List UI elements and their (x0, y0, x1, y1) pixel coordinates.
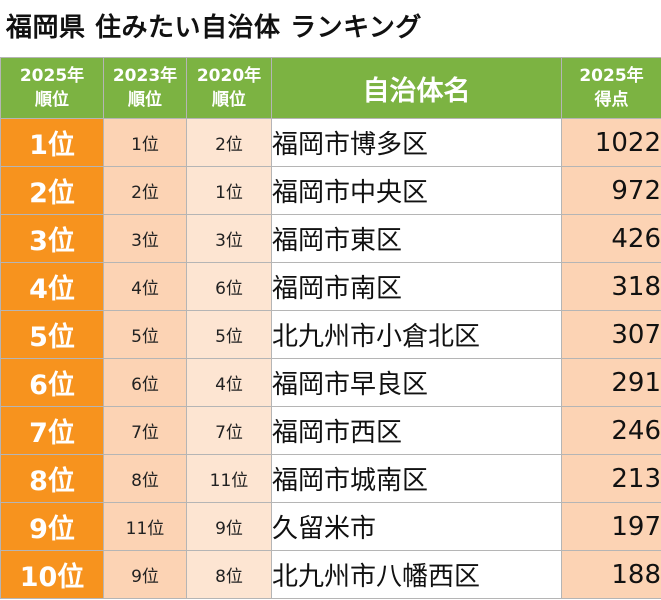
table-row: 3位 3位 3位 福岡市東区 426 (0, 214, 661, 263)
rank-2023-cell: 3位 (103, 214, 187, 263)
header-row: 2025年 順位 2023年 順位 2020年 順位 自治体名 2025年 得点 (0, 57, 661, 119)
score-cell: 188 (561, 550, 661, 599)
header-municipality-name: 自治体名 (271, 57, 562, 119)
rank-2023-cell: 9位 (103, 550, 187, 599)
rank-2020-cell: 2位 (186, 118, 272, 167)
municipality-name-cell: 福岡市南区 (271, 262, 562, 311)
rank-2020-cell: 4位 (186, 358, 272, 407)
score-cell: 1022 (561, 118, 661, 167)
table-row: 7位 7位 7位 福岡市西区 246 (0, 406, 661, 455)
rank-2020-cell: 7位 (186, 406, 272, 455)
rank-2023-cell: 5位 (103, 310, 187, 359)
rank-2023-cell: 7位 (103, 406, 187, 455)
table-row: 4位 4位 6位 福岡市南区 318 (0, 262, 661, 311)
ranking-table: 2025年 順位 2023年 順位 2020年 順位 自治体名 2025年 得点… (0, 57, 661, 599)
rank-2023-cell: 8位 (103, 454, 187, 503)
table-row: 9位 11位 9位 久留米市 197 (0, 502, 661, 551)
table-row: 10位 9位 8位 北九州市八幡西区 188 (0, 550, 661, 599)
municipality-name-cell: 北九州市八幡西区 (271, 550, 562, 599)
municipality-name-cell: 福岡市城南区 (271, 454, 562, 503)
rank-2025-cell: 8位 (0, 454, 104, 503)
score-cell: 318 (561, 262, 661, 311)
score-cell: 213 (561, 454, 661, 503)
page-title: 福岡県 住みたい自治体 ランキング (6, 13, 422, 43)
score-cell: 197 (561, 502, 661, 551)
rank-2023-cell: 11位 (103, 502, 187, 551)
header-score-2025: 2025年 得点 (561, 57, 661, 119)
score-cell: 426 (561, 214, 661, 263)
rank-2020-cell: 8位 (186, 550, 272, 599)
rank-2025-cell: 2位 (0, 166, 104, 215)
municipality-name-cell: 久留米市 (271, 502, 562, 551)
rank-2023-cell: 6位 (103, 358, 187, 407)
municipality-name-cell: 福岡市早良区 (271, 358, 562, 407)
rank-2025-cell: 4位 (0, 262, 104, 311)
rank-2023-cell: 1位 (103, 118, 187, 167)
rank-2023-cell: 4位 (103, 262, 187, 311)
rank-2025-cell: 9位 (0, 502, 104, 551)
table-row: 5位 5位 5位 北九州市小倉北区 307 (0, 310, 661, 359)
rank-2025-cell: 5位 (0, 310, 104, 359)
header-rank-2020: 2020年 順位 (186, 57, 272, 119)
table-row: 6位 6位 4位 福岡市早良区 291 (0, 358, 661, 407)
rank-2023-cell: 2位 (103, 166, 187, 215)
rank-2025-cell: 10位 (0, 550, 104, 599)
rank-2025-cell: 3位 (0, 214, 104, 263)
municipality-name-cell: 福岡市西区 (271, 406, 562, 455)
header-rank-2023: 2023年 順位 (103, 57, 187, 119)
score-cell: 246 (561, 406, 661, 455)
score-cell: 291 (561, 358, 661, 407)
municipality-name-cell: 福岡市東区 (271, 214, 562, 263)
rank-2025-cell: 7位 (0, 406, 104, 455)
table-row: 8位 8位 11位 福岡市城南区 213 (0, 454, 661, 503)
rank-2025-cell: 1位 (0, 118, 104, 167)
municipality-name-cell: 北九州市小倉北区 (271, 310, 562, 359)
rank-2020-cell: 5位 (186, 310, 272, 359)
rank-2020-cell: 9位 (186, 502, 272, 551)
municipality-name-cell: 福岡市博多区 (271, 118, 562, 167)
header-rank-2025: 2025年 順位 (0, 57, 104, 119)
municipality-name-cell: 福岡市中央区 (271, 166, 562, 215)
rank-2020-cell: 1位 (186, 166, 272, 215)
rank-2020-cell: 11位 (186, 454, 272, 503)
rank-2020-cell: 3位 (186, 214, 272, 263)
score-cell: 972 (561, 166, 661, 215)
rank-2025-cell: 6位 (0, 358, 104, 407)
rank-2020-cell: 6位 (186, 262, 272, 311)
table-row: 1位 1位 2位 福岡市博多区 1022 (0, 118, 661, 167)
score-cell: 307 (561, 310, 661, 359)
table-row: 2位 2位 1位 福岡市中央区 972 (0, 166, 661, 215)
